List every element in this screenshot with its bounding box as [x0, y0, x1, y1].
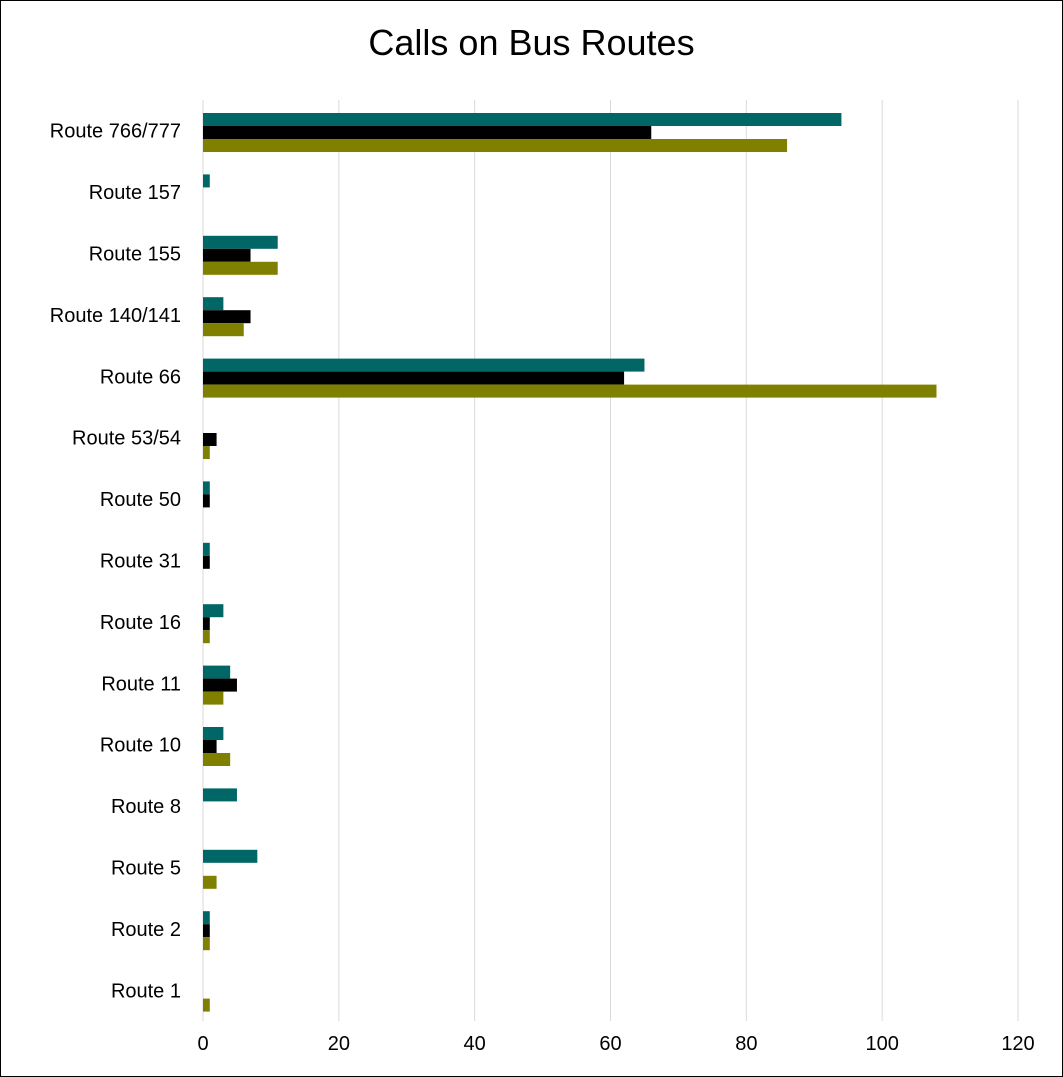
- bar: [203, 542, 210, 556]
- chart-title: Calls on Bus Routes: [368, 22, 695, 63]
- bar: [203, 604, 224, 618]
- x-tick-label: 0: [197, 1033, 208, 1055]
- bar: [203, 297, 224, 311]
- x-tick-labels: 0 20 40 60 80 100 120: [197, 1033, 1034, 1055]
- bar: [203, 358, 645, 372]
- bar: [203, 174, 210, 188]
- bar: [203, 753, 231, 766]
- category-label: Route 766/777: [50, 121, 181, 143]
- bar: [203, 691, 224, 705]
- category-label: Route 11: [101, 673, 181, 695]
- bar: [203, 481, 210, 495]
- category-label: Route 66: [100, 366, 181, 388]
- x-tick-label: 60: [599, 1033, 621, 1055]
- category-label: Route 8: [111, 796, 181, 818]
- x-tick-label: 100: [865, 1033, 898, 1055]
- category-label: Route 2: [111, 919, 181, 941]
- category-label: Route 140/141: [50, 305, 181, 327]
- bar: [203, 310, 251, 324]
- bar: [203, 630, 210, 644]
- category-label: Route 50: [100, 489, 181, 511]
- bar: [203, 446, 210, 459]
- bar: [203, 494, 210, 508]
- category-label: Route 53/54: [72, 428, 181, 450]
- bar: [203, 555, 210, 569]
- bar: [203, 875, 217, 889]
- bar: [203, 235, 278, 249]
- x-tick-label: 40: [464, 1033, 486, 1055]
- category-label: Route 5: [111, 858, 181, 880]
- bar: [203, 113, 842, 126]
- bar: [203, 384, 937, 398]
- gridlines: [202, 100, 1019, 1021]
- bar: [203, 371, 625, 385]
- bar: [203, 139, 788, 152]
- bar: [203, 433, 217, 446]
- bar: [203, 924, 210, 938]
- bar: [203, 911, 210, 925]
- bars: [203, 113, 937, 1012]
- bar: [203, 849, 258, 863]
- bar: [203, 998, 210, 1012]
- category-label: Route 16: [100, 612, 181, 634]
- bar: [203, 727, 224, 740]
- bar: [203, 788, 237, 802]
- bar: [203, 740, 217, 753]
- x-tick-label: 80: [735, 1033, 757, 1055]
- bar: [203, 261, 278, 275]
- bar: [203, 937, 210, 951]
- category-label: Route 31: [100, 551, 181, 573]
- category-labels: Route 766/777 Route 157 Route 155 Route 140…: [50, 121, 181, 1003]
- bar: [203, 248, 251, 262]
- x-tick-label: 120: [1001, 1033, 1034, 1055]
- bar: [203, 323, 244, 337]
- bar: [203, 678, 237, 692]
- bar: [203, 665, 231, 679]
- category-label: Route 155: [89, 244, 181, 266]
- category-label: Route 157: [89, 182, 181, 204]
- bar: [203, 126, 652, 139]
- category-label: Route 1: [111, 980, 181, 1002]
- category-label: Route 10: [100, 735, 181, 757]
- bar: [203, 617, 210, 631]
- x-tick-label: 20: [328, 1033, 350, 1055]
